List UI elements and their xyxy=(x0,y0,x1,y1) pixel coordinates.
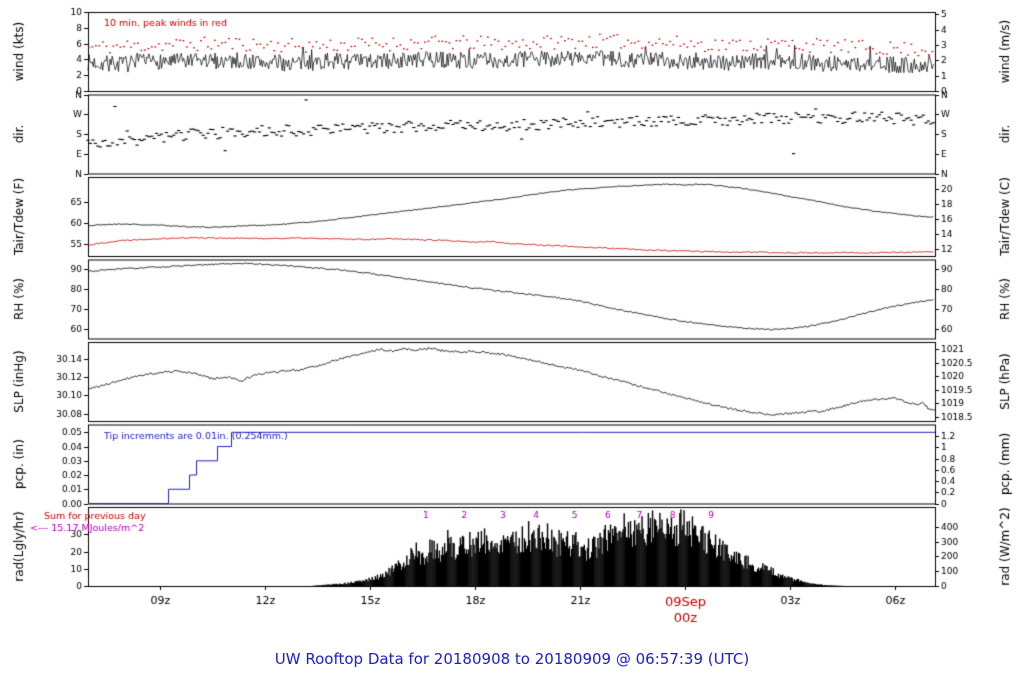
chart-title: UW Rooftop Data for 20180908 to 20180909… xyxy=(274,650,750,668)
meteogram-canvas xyxy=(0,0,1024,640)
